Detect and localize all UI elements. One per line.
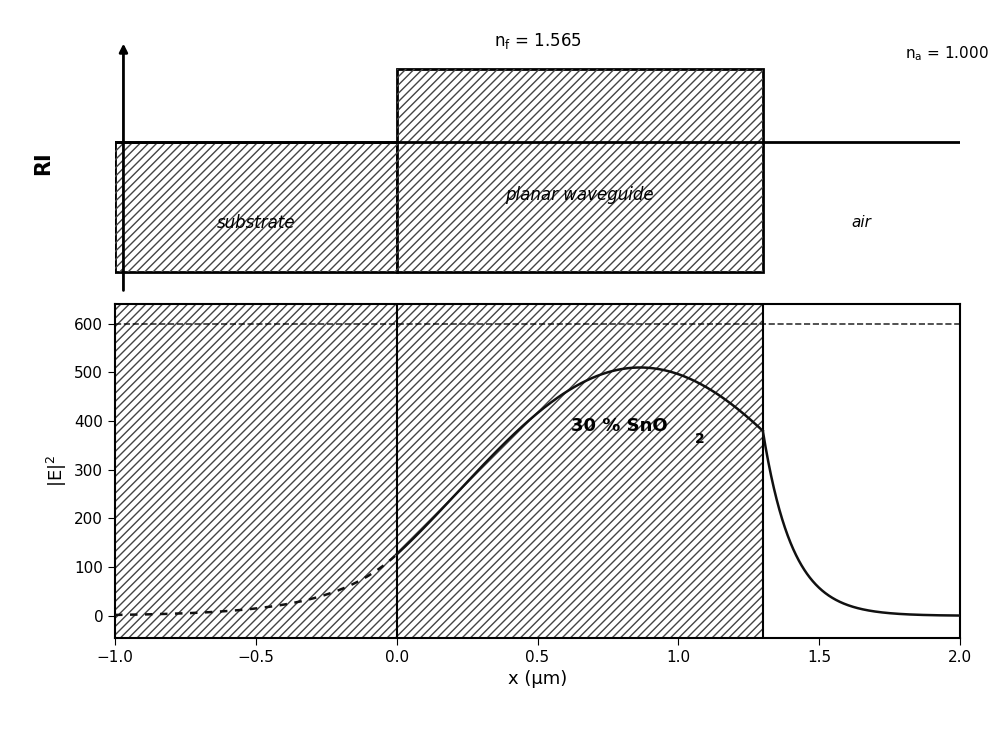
Text: $\mathregular{n_f}$ = 1.565: $\mathregular{n_f}$ = 1.565 xyxy=(494,31,581,51)
Bar xyxy=(397,70,763,273)
Bar xyxy=(115,304,397,638)
Text: 30 % SnO: 30 % SnO xyxy=(571,417,668,435)
Text: RI: RI xyxy=(33,151,53,175)
Text: air: air xyxy=(851,216,871,230)
Bar xyxy=(115,142,397,273)
Bar xyxy=(115,142,397,273)
Text: 2: 2 xyxy=(695,432,705,446)
Text: $\mathregular{n_a}$ = 1.000: $\mathregular{n_a}$ = 1.000 xyxy=(905,45,989,63)
Text: planar waveguide: planar waveguide xyxy=(505,186,654,205)
X-axis label: x (μm): x (μm) xyxy=(508,670,567,688)
Y-axis label: |E|$^2$: |E|$^2$ xyxy=(45,454,69,487)
Text: substrate: substrate xyxy=(217,214,295,232)
Bar xyxy=(397,304,763,638)
Bar xyxy=(397,70,763,273)
